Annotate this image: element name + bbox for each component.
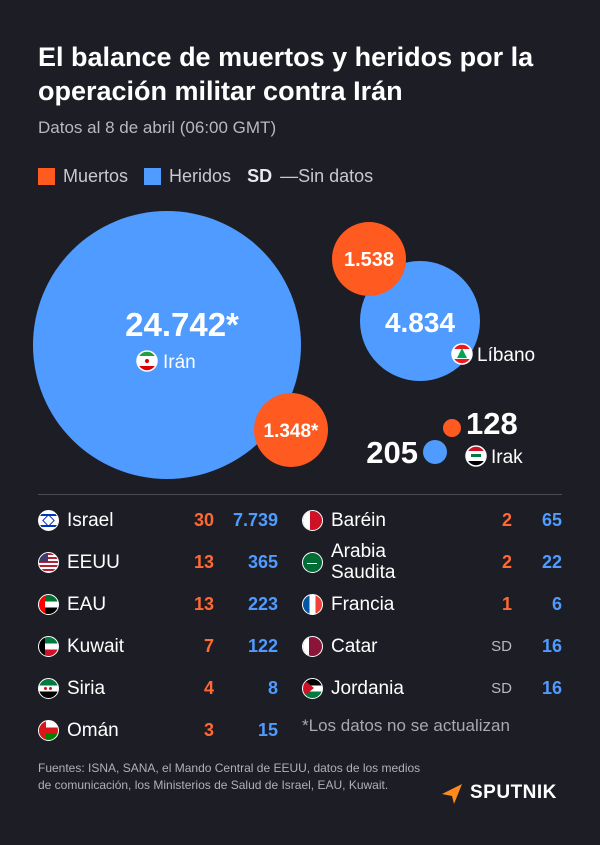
bubble-country-iraq: Irak xyxy=(491,447,523,468)
legend: Muertos Heridos SD —Sin datos xyxy=(38,164,389,188)
oman-flag-icon xyxy=(38,719,59,741)
legend-item-dead: Muertos xyxy=(38,166,128,187)
iran-flag-icon xyxy=(136,350,158,372)
bubble-country-iran: Irán xyxy=(163,352,196,373)
bubble-dead-iran xyxy=(254,393,328,467)
dead-value: 2 xyxy=(501,551,512,572)
usa-flag-icon xyxy=(38,551,59,573)
bubble-injured-lebanon xyxy=(360,261,480,381)
footnote: *Los datos no se actualizan xyxy=(302,716,510,735)
country-name: Arabia Saudita xyxy=(331,541,396,583)
dead-value-sd: SD xyxy=(491,637,512,655)
bubble-country-lebanon: Líbano xyxy=(477,345,535,366)
country-name: Catar xyxy=(331,635,378,657)
kuwait-flag-icon xyxy=(38,635,59,657)
injured-value: 7.739 xyxy=(232,509,278,530)
country-name: Francia xyxy=(331,593,395,615)
page-subtitle: Datos al 8 de abril (06:00 GMT) xyxy=(38,118,277,137)
legend-swatch-dead xyxy=(38,167,55,185)
country-name: Kuwait xyxy=(67,635,125,657)
bubble-injured-iraq xyxy=(423,440,447,464)
legend-swatch-injured xyxy=(144,167,162,185)
france-flag-icon xyxy=(302,593,323,615)
table-row-francia: Francia 1 6 xyxy=(302,584,562,624)
table-row-israel: Israel 30 7.739 xyxy=(38,500,278,540)
bubble-value-injured-lebanon: 4.834 xyxy=(385,307,455,338)
legend-item-injured: Heridos xyxy=(144,166,231,187)
legend-item-sd: SD —Sin datos xyxy=(247,166,373,187)
saudi-flag-icon xyxy=(302,551,323,573)
table-row-jordania: Jordania SD 16 xyxy=(302,668,562,708)
brand-logo: SPUTNIK xyxy=(440,780,557,806)
table-row-eeuu: EEUU 13 365 xyxy=(38,542,278,582)
injured-value: 65 xyxy=(541,509,562,530)
country-name: Omán xyxy=(67,719,119,741)
injured-value: 122 xyxy=(247,635,278,656)
bubble-chart: 24.742* Irán 1.348* 4.834 1.538 Líbano 2… xyxy=(33,211,535,479)
legend-label-dead: Muertos xyxy=(63,165,129,186)
bubble-value-injured-iraq: 205 xyxy=(366,435,418,470)
israel-flag-icon xyxy=(38,509,59,531)
bubble-dead-lebanon xyxy=(332,222,406,296)
country-name: Israel xyxy=(67,509,114,531)
lebanon-flag-icon xyxy=(451,343,473,365)
injured-value: 16 xyxy=(541,635,562,656)
table-row-catar: Catar SD 16 xyxy=(302,626,562,666)
bubble-value-dead-iraq: 128 xyxy=(466,406,518,441)
legend-sd-text: —Sin datos xyxy=(280,165,374,186)
bubble-value-dead-lebanon: 1.538 xyxy=(344,249,394,271)
table-row-siria: Siria 4 8 xyxy=(38,668,278,708)
dead-value: 13 xyxy=(193,551,214,572)
dead-value: 13 xyxy=(193,593,214,614)
bubble-value-dead-iran: 1.348* xyxy=(264,421,320,442)
injured-value: 8 xyxy=(267,677,278,698)
dead-value: 30 xyxy=(193,509,214,530)
table-row-eau: EAU 13 223 xyxy=(38,584,278,624)
injured-value: 16 xyxy=(541,677,562,698)
dead-value: 1 xyxy=(501,593,512,614)
dead-value: 3 xyxy=(203,719,214,740)
sputnik-icon xyxy=(442,784,462,804)
legend-sd-abbr: SD xyxy=(247,165,273,186)
country-name: EEUU xyxy=(67,551,120,573)
bubble-value-injured-iran: 24.742* xyxy=(125,306,239,343)
table-row-kuwait: Kuwait 7 122 xyxy=(38,626,278,666)
country-name: Jordania xyxy=(331,677,404,699)
page-title: El balance de muertos y heridos por la o… xyxy=(38,42,534,106)
table-row-barein: Baréin 2 65 xyxy=(302,500,562,540)
syria-flag-icon xyxy=(38,677,59,699)
table-row-arabia-saudita: Arabia Saudita 2 22 xyxy=(302,541,562,583)
uae-flag-icon xyxy=(38,593,59,615)
injured-value: 6 xyxy=(551,593,562,614)
jordan-flag-icon xyxy=(302,677,323,699)
country-name: EAU xyxy=(67,593,107,615)
country-name: Siria xyxy=(67,677,106,699)
sources-text: Fuentes: ISNA, SANA, el Mando Central de… xyxy=(38,761,421,792)
bubble-dead-iraq xyxy=(443,419,461,437)
bubble-injured-iran xyxy=(33,211,301,479)
dead-value: 2 xyxy=(501,509,512,530)
dead-value: 7 xyxy=(203,635,214,656)
bahrain-flag-icon xyxy=(302,509,323,531)
brand-name: SPUTNIK xyxy=(470,782,557,803)
table-row-oman: Omán 3 15 xyxy=(38,710,278,750)
injured-value: 365 xyxy=(247,551,278,572)
divider xyxy=(38,494,562,495)
legend-label-injured: Heridos xyxy=(169,165,232,186)
injured-value: 22 xyxy=(541,551,562,572)
injured-value: 15 xyxy=(257,719,278,740)
qatar-flag-icon xyxy=(302,635,323,657)
country-name: Baréin xyxy=(331,509,386,531)
iraq-flag-icon xyxy=(465,445,487,467)
dead-value: 4 xyxy=(203,677,214,698)
dead-value-sd: SD xyxy=(491,679,512,697)
injured-value: 223 xyxy=(247,593,278,614)
